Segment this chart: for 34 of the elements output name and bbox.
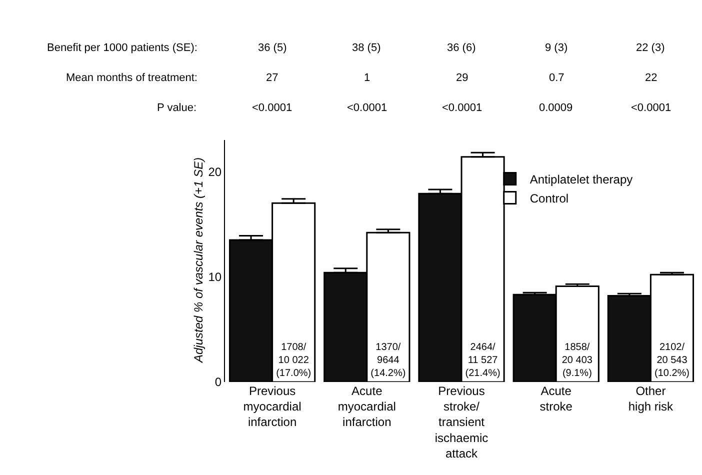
text: 0.7 [549, 72, 564, 84]
x-tick-label: Other high risk [628, 384, 674, 414]
x-tick-label: Previous stroke/ transient ischaemic attack [434, 384, 488, 460]
x-tick-label: Acute myocardial infarction [338, 384, 396, 430]
text: 29 [456, 72, 468, 84]
legend-label: Antiplatelet therapy [530, 172, 633, 186]
y-tick-label: 10 [208, 270, 222, 284]
x-tick-label: Acute stroke [540, 384, 573, 414]
y-tick-label: 20 [208, 164, 222, 179]
text: P value: [157, 102, 197, 114]
text: Benefit per 1000 patients (SE): [47, 42, 198, 54]
data-label: 1708/ 10 022 (17.0%) [276, 342, 312, 379]
text: <0.0001 [252, 102, 292, 114]
y-tick-label: 0 [214, 375, 222, 390]
text: <0.0001 [442, 102, 482, 114]
data-label: 2102/ 20 543 (10.2%) [654, 342, 690, 379]
text: <0.0001 [631, 102, 672, 114]
text: 9 (3) [545, 42, 568, 54]
text: 36 (6) [447, 42, 476, 54]
text: 36 (5) [258, 42, 287, 54]
x-tick-label: Previous myocardial infarction [243, 384, 302, 430]
text: 22 (3) [636, 42, 665, 54]
data-label: 2464/ 11 527 (21.4%) [465, 342, 500, 379]
text: 0.0009 [539, 102, 573, 114]
y-axis-title: Adjusted % of vascular events (+1 SE) [192, 157, 206, 364]
data-label: 1858/ 20 403 (9.1%) [562, 342, 593, 379]
text: 27 [266, 72, 278, 84]
text: 38 (5) [352, 42, 381, 54]
text: 1 [364, 72, 370, 84]
text: <0.0001 [347, 102, 388, 114]
text: 22 [645, 72, 658, 84]
data-label: 1370/ 9644 (14.2%) [370, 342, 406, 379]
text: Mean months of treatment: [66, 72, 198, 84]
legend-label: Control [530, 191, 569, 206]
